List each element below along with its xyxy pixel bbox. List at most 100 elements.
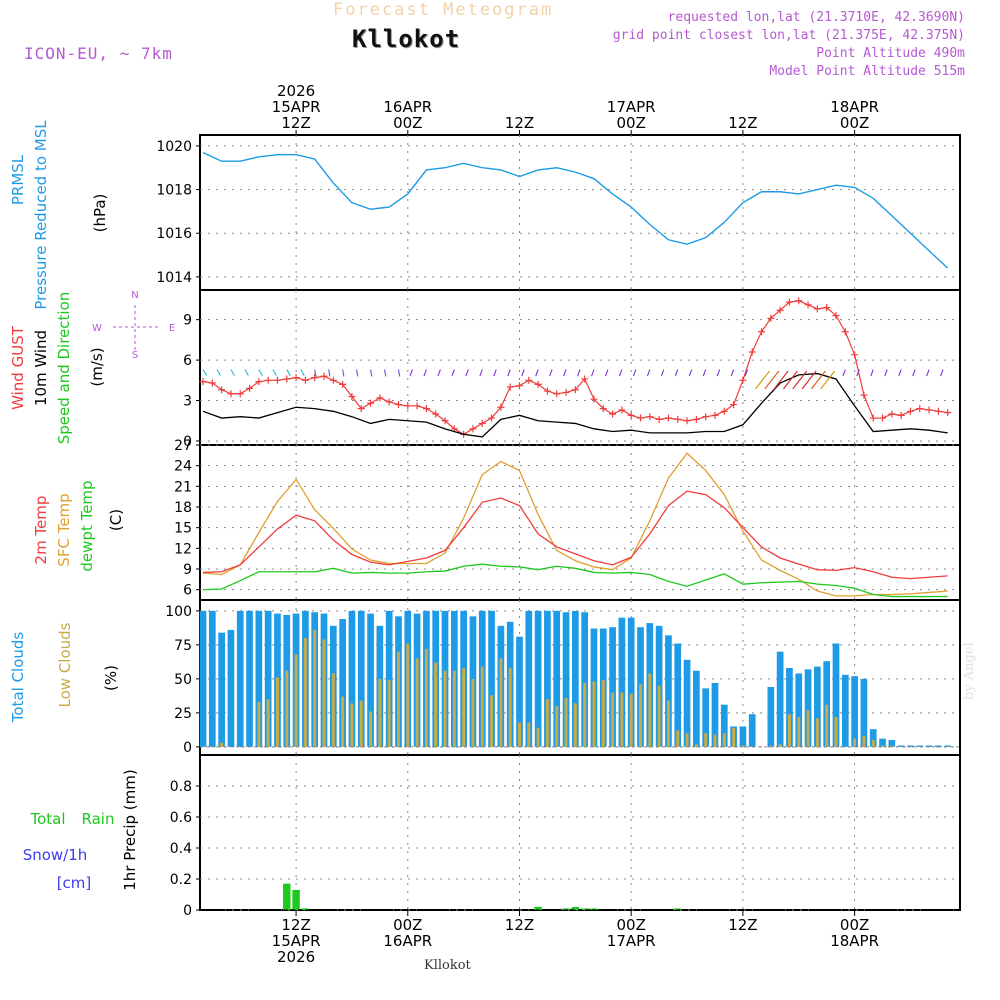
total-cloud-bar (786, 667, 793, 747)
y-tick-label: 27 (174, 438, 192, 454)
low-cloud-bar (787, 714, 791, 747)
total-cloud-bar (776, 651, 784, 747)
wind-direction-arrow (314, 369, 317, 377)
total-cloud-bar (832, 643, 840, 747)
gust-marker (348, 392, 356, 400)
gust-marker (488, 414, 496, 422)
low-cloud-bar (639, 684, 642, 747)
y-tick-label: 6 (183, 353, 192, 369)
wind-direction-arrow (820, 370, 836, 390)
low-cloud-bar (471, 678, 475, 747)
gust-marker (422, 405, 430, 413)
low-cloud-bar (666, 700, 670, 747)
wind-dir-label: Speed and Direction (55, 292, 73, 445)
time-label-top: 15APR (272, 98, 321, 116)
pressure-label-prmsl: PRMSL (9, 154, 27, 205)
wind-direction-arrow (801, 370, 817, 390)
total-cloud-bar (879, 738, 886, 747)
gust-marker (329, 376, 337, 384)
rain-bar (292, 889, 300, 910)
time-label-top: 00Z (617, 114, 646, 132)
total-cloud-bar (711, 682, 719, 747)
gust-marker (590, 395, 598, 403)
gust-marker (292, 374, 300, 382)
y-tick-label: 0 (183, 434, 192, 450)
temp-unit: (C) (107, 509, 125, 531)
wind-direction-arrow (764, 370, 780, 390)
gust-marker (515, 382, 523, 390)
low-cloud-bar (871, 740, 875, 747)
low-cloud-bar (583, 682, 587, 747)
sfc-temp-label: SFC Temp (55, 493, 73, 566)
total-cloud-bar (823, 661, 831, 747)
low-cloud-bar (611, 692, 615, 747)
gust-marker (543, 387, 551, 395)
precip-total-label: Total (29, 810, 65, 828)
total-cloud-bar (264, 610, 272, 747)
low-cloud-bar (434, 662, 438, 747)
wind-direction-arrow (898, 369, 902, 377)
low-cloud-bar (797, 716, 801, 747)
total-cloud-bar (944, 745, 952, 747)
precip-cm-label: [cm] (57, 874, 92, 892)
gust-marker (767, 314, 775, 322)
gust-marker (879, 414, 887, 422)
requested-coords: requested lon,lat (21.3710E, 42.3690N) (667, 10, 965, 25)
panel-frame (199, 754, 961, 911)
rain-bar (590, 908, 598, 910)
total-cloud-bar (516, 636, 523, 747)
temp-2m-line (202, 490, 948, 580)
low-cloud-bar (378, 678, 382, 747)
gust-marker (683, 417, 691, 425)
low-cloud-bar (592, 681, 596, 747)
wind-direction-arrow (912, 369, 916, 377)
wind-direction-arrow (563, 369, 567, 377)
total-cloud-bar (581, 612, 589, 747)
low-cloud-bar (275, 677, 279, 747)
low-cloud-bar (536, 727, 540, 747)
gust-marker (413, 402, 421, 410)
gust-marker (553, 390, 561, 398)
gust-marker (218, 386, 226, 394)
total-cloud-bar (488, 610, 495, 747)
gust-marker (925, 406, 933, 414)
gust-marker (301, 376, 309, 384)
low-cloud-bar (294, 654, 298, 747)
y-tick-label: 12 (174, 541, 192, 557)
gust-marker (934, 407, 942, 415)
wind-direction-arrow (660, 369, 665, 377)
compass-n: N (131, 290, 138, 301)
time-label-bottom: 16APR (383, 932, 432, 950)
gust-marker (497, 403, 505, 411)
total-cloud-bar (888, 740, 896, 747)
low-cloud-bar (555, 706, 559, 747)
y-tick-label: 0.6 (170, 810, 192, 826)
wind-direction-arrow (521, 369, 525, 377)
gust-marker (478, 419, 486, 427)
gust-marker (236, 390, 244, 398)
time-label-bottom: 00Z (617, 916, 646, 934)
wind-gust-label: Wind GUST (9, 325, 27, 410)
low-cloud-bar (862, 735, 866, 747)
rain-bar (534, 906, 542, 910)
panel-frame (199, 444, 961, 601)
low-cloud-bar (462, 667, 466, 747)
gust-marker (944, 409, 952, 417)
gust-marker (525, 376, 533, 384)
total-cloud-bar (795, 673, 803, 747)
location-title: Kllokot (352, 25, 461, 53)
gust-marker (609, 410, 617, 418)
time-label-bottom: 18APR (830, 932, 879, 950)
gust-marker (246, 384, 254, 392)
wind-direction-arrow (202, 369, 207, 376)
total-cloud-bar (907, 745, 914, 747)
wind-direction-arrow (940, 369, 944, 377)
y-tick-label: 1016 (156, 226, 192, 242)
total-cloud-bar (609, 627, 616, 747)
low-cloud-bar (629, 693, 633, 747)
gust-marker (888, 410, 896, 418)
low-cloud-bar (359, 700, 363, 747)
model-altitude: Model Point Altitude 515m (769, 64, 965, 79)
total-cloud-bar (841, 674, 849, 747)
gust-marker (813, 305, 821, 313)
